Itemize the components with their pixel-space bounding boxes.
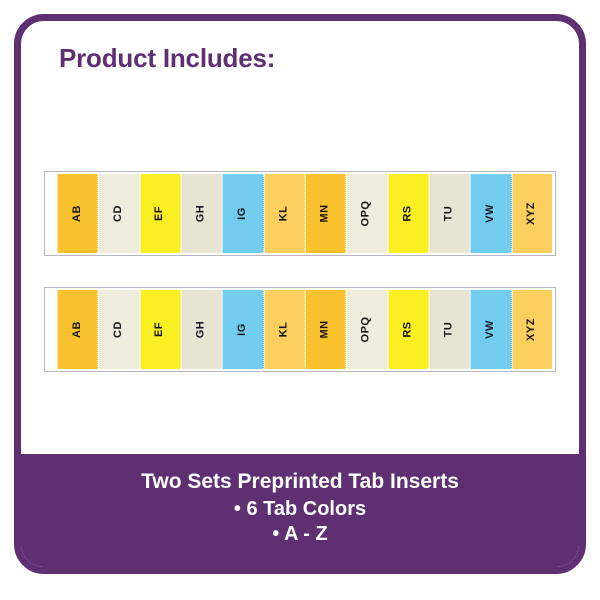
tab-insert-label: AB [70,205,83,222]
tab-insert-label: KL [277,321,290,338]
card-footer: Two Sets Preprinted Tab Inserts • 6 Tab … [21,454,579,567]
tab-inserts-preview: AB CD EF GH IG KL MN OPQ RS TU VW XYZ AB CD EF GH IG KL M… [21,81,579,455]
tab-insert: XYZ [511,174,552,253]
tab-insert-label: IG [235,207,248,220]
tab-insert-label: RS [401,321,414,338]
tab-insert: RS [387,174,429,253]
footer-bullet-tab-colors: • 6 Tab Colors [233,498,367,520]
tab-insert: MN [304,174,347,253]
tab-insert: VW [470,290,512,369]
tab-insert-label: MN [318,204,331,223]
tab-insert-label: AB [70,321,83,338]
tab-insert: TU [428,290,471,369]
tab-insert: KL [263,174,305,253]
tab-insert-label: OPQ [359,200,372,227]
tab-insert-label: EF [153,205,166,222]
tab-insert: CD [98,174,140,253]
tab-insert-label: GH [194,320,207,339]
tab-insert-label: KL [277,205,290,222]
tab-insert-label: RS [401,205,414,222]
tab-insert: CD [98,290,140,369]
tab-insert-label: TU [442,205,455,222]
tab-insert-label: OPQ [359,316,372,343]
tab-insert: IG [222,174,264,253]
tab-insert: AB [57,290,99,369]
footer-bullet-alphabet-range: • A - Z [272,523,328,545]
tab-insert-label: VW [483,204,496,223]
tab-insert-label: EF [153,321,166,338]
page-title: Product Includes: [59,43,276,73]
tab-insert: TU [428,174,471,253]
tab-insert-label: XYZ [525,318,538,341]
tab-insert: EF [139,290,181,369]
tab-insert-label: IG [235,323,248,336]
footer-headline: Two Sets Preprinted Tab Inserts [141,470,459,494]
tab-insert-label: GH [194,204,207,223]
tab-insert: IG [222,290,264,369]
tab-insert: RS [387,290,429,369]
tab-insert: XYZ [511,290,552,369]
tab-insert-label: TU [442,321,455,338]
tab-insert-label: CD [111,205,124,222]
tab-insert: AB [57,174,99,253]
tab-insert-label: CD [111,321,124,338]
tab-insert: OPQ [346,174,388,253]
tab-insert-label: MN [318,320,331,339]
tab-insert: GH [180,290,223,369]
tab-insert: OPQ [346,290,388,369]
tab-strip-set-2: AB CD EF GH IG KL MN OPQ RS TU VW XYZ [44,287,556,372]
tab-insert: MN [304,290,347,369]
tab-insert: GH [180,174,223,253]
product-includes-card: Product Includes: AB CD EF GH IG KL MN OPQ RS TU V… [14,14,586,574]
tab-strip-set-1: AB CD EF GH IG KL MN OPQ RS TU VW XYZ [44,171,556,256]
tab-insert: VW [470,174,512,253]
card-header: Product Includes: [21,21,579,81]
tab-insert: EF [139,174,181,253]
tab-insert-label: VW [483,320,496,339]
tab-insert: KL [263,290,305,369]
tab-insert-label: XYZ [525,202,538,225]
